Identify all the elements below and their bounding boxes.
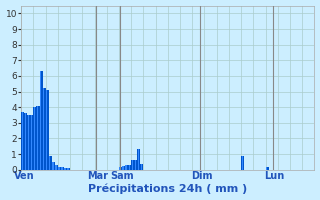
Bar: [119, 167, 122, 170]
Bar: [43, 88, 46, 170]
Bar: [33, 107, 36, 170]
Bar: [242, 156, 243, 170]
Bar: [138, 149, 139, 170]
Bar: [58, 167, 61, 170]
Bar: [122, 166, 124, 170]
Bar: [46, 90, 49, 170]
Bar: [36, 106, 40, 170]
Bar: [28, 115, 29, 170]
Bar: [61, 167, 63, 170]
Bar: [61, 167, 64, 170]
Bar: [46, 90, 47, 170]
Bar: [129, 165, 130, 170]
Bar: [135, 160, 136, 170]
Bar: [125, 165, 128, 170]
Bar: [27, 115, 30, 170]
Bar: [137, 149, 140, 170]
Bar: [266, 167, 267, 170]
X-axis label: Précipitations 24h ( mm ): Précipitations 24h ( mm ): [88, 184, 247, 194]
Bar: [266, 167, 268, 170]
Bar: [64, 168, 67, 170]
Bar: [58, 167, 60, 170]
Bar: [40, 71, 41, 170]
Bar: [52, 162, 55, 170]
Bar: [49, 156, 51, 170]
Bar: [128, 165, 131, 170]
Bar: [31, 115, 32, 170]
Bar: [40, 71, 43, 170]
Bar: [52, 162, 53, 170]
Bar: [30, 115, 33, 170]
Bar: [131, 160, 134, 170]
Bar: [119, 167, 121, 170]
Bar: [21, 112, 24, 170]
Bar: [140, 164, 143, 170]
Bar: [68, 168, 69, 170]
Bar: [34, 107, 35, 170]
Bar: [25, 113, 26, 170]
Bar: [132, 160, 133, 170]
Bar: [67, 168, 70, 170]
Bar: [55, 165, 58, 170]
Bar: [241, 156, 244, 170]
Bar: [134, 160, 137, 170]
Bar: [43, 88, 44, 170]
Bar: [49, 156, 52, 170]
Bar: [22, 112, 23, 170]
Bar: [55, 165, 57, 170]
Bar: [37, 106, 38, 170]
Bar: [122, 166, 125, 170]
Bar: [125, 165, 127, 170]
Bar: [24, 113, 27, 170]
Bar: [64, 168, 66, 170]
Bar: [141, 164, 142, 170]
